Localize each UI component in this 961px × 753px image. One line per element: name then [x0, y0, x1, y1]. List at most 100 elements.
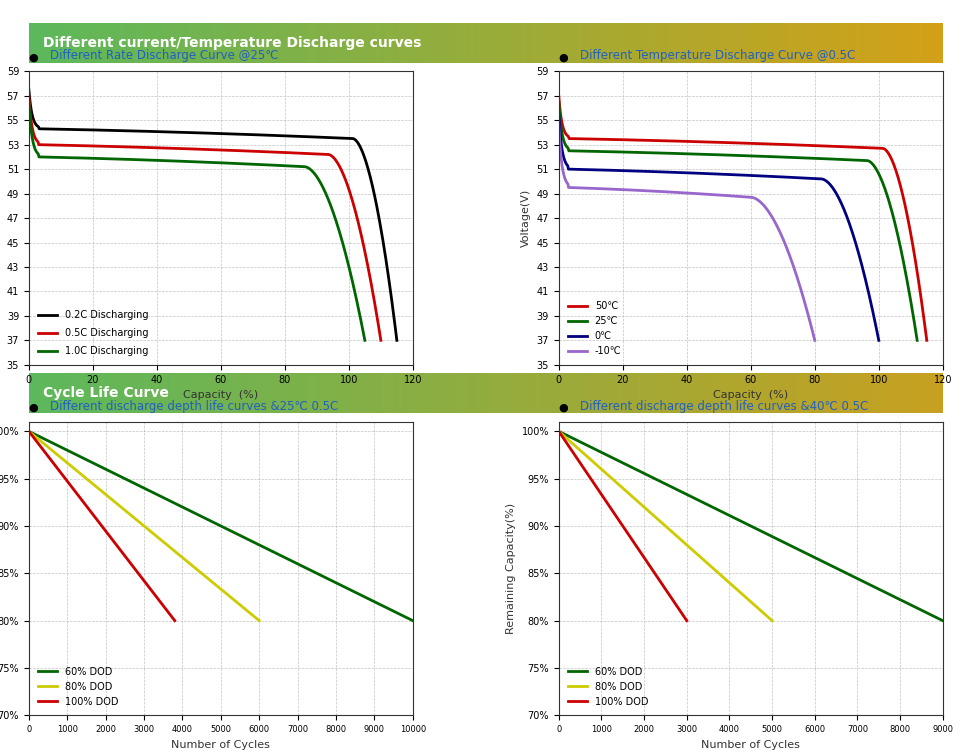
Bar	[686, 23, 693, 63]
Bar	[394, 23, 401, 63]
Bar	[316, 373, 323, 413]
Bar	[636, 23, 642, 63]
Bar	[704, 373, 711, 413]
Text: ●: ●	[29, 52, 42, 62]
Bar	[490, 373, 496, 413]
Bar	[796, 23, 802, 63]
Bar	[932, 373, 939, 413]
Bar	[773, 23, 779, 63]
Bar	[837, 23, 843, 63]
Bar	[125, 373, 131, 413]
Bar	[814, 373, 821, 413]
Bar	[339, 23, 346, 63]
Bar	[175, 373, 182, 413]
Legend: 0.2C Discharging, 0.5C Discharging, 1.0C Discharging: 0.2C Discharging, 0.5C Discharging, 1.0C…	[34, 306, 152, 360]
Bar	[125, 23, 131, 63]
Bar	[248, 373, 255, 413]
Bar	[480, 23, 487, 63]
Bar	[271, 23, 277, 63]
Bar	[449, 23, 456, 63]
Bar	[61, 373, 67, 413]
Bar	[248, 23, 255, 63]
Bar	[431, 373, 437, 413]
Bar	[631, 23, 638, 63]
Bar	[513, 373, 519, 413]
Bar	[129, 23, 136, 63]
Bar	[499, 23, 505, 63]
Bar	[34, 373, 39, 413]
Bar	[741, 23, 748, 63]
Bar	[457, 373, 464, 413]
Bar	[549, 373, 555, 413]
Bar	[276, 23, 282, 63]
Bar	[185, 373, 190, 413]
Bar	[261, 23, 268, 63]
Bar	[56, 373, 62, 413]
Bar	[384, 373, 391, 413]
Bar	[467, 23, 474, 63]
Bar	[850, 373, 857, 413]
Bar	[266, 23, 273, 63]
Bar	[859, 23, 866, 63]
Legend: 60% DOD, 80% DOD, 100% DOD: 60% DOD, 80% DOD, 100% DOD	[563, 663, 652, 711]
Bar	[253, 373, 259, 413]
Bar	[92, 23, 99, 63]
Bar	[357, 373, 364, 413]
Bar	[353, 373, 359, 413]
Bar	[773, 373, 779, 413]
Bar	[713, 23, 720, 63]
Bar	[499, 373, 505, 413]
Bar	[284, 373, 291, 413]
Bar	[367, 23, 373, 63]
Bar	[56, 23, 62, 63]
Bar	[654, 23, 660, 63]
Bar	[641, 23, 647, 63]
Bar	[367, 373, 373, 413]
Bar	[403, 23, 409, 63]
Bar	[777, 23, 784, 63]
Bar	[238, 23, 245, 63]
Bar	[650, 373, 656, 413]
Bar	[636, 373, 642, 413]
Bar	[65, 373, 72, 413]
Bar	[157, 373, 163, 413]
Bar	[344, 23, 350, 63]
Bar	[462, 23, 469, 63]
Bar	[389, 23, 396, 63]
Bar	[878, 23, 884, 63]
Bar	[700, 23, 706, 63]
Bar	[143, 373, 149, 413]
Bar	[258, 373, 263, 413]
Bar	[691, 373, 697, 413]
Bar	[627, 373, 633, 413]
Bar	[161, 373, 167, 413]
Bar	[161, 23, 167, 63]
Bar	[769, 23, 775, 63]
Bar	[75, 23, 81, 63]
Bar	[641, 373, 647, 413]
Bar	[444, 23, 451, 63]
Bar	[832, 23, 839, 63]
Bar	[65, 23, 72, 63]
Bar	[668, 373, 675, 413]
Bar	[681, 373, 688, 413]
Bar	[590, 23, 597, 63]
Bar	[527, 23, 532, 63]
Legend: 50℃, 25℃, 0℃, -10℃: 50℃, 25℃, 0℃, -10℃	[563, 297, 625, 360]
Bar	[759, 373, 766, 413]
Bar	[147, 23, 154, 63]
Bar	[658, 373, 665, 413]
Bar	[102, 23, 109, 63]
Bar	[202, 373, 209, 413]
Bar	[494, 23, 501, 63]
Bar	[102, 373, 109, 413]
Bar	[732, 373, 738, 413]
Bar	[545, 373, 551, 413]
Bar	[554, 23, 560, 63]
Bar	[362, 23, 368, 63]
Bar	[905, 23, 912, 63]
Bar	[741, 373, 748, 413]
Bar	[75, 373, 81, 413]
Bar	[504, 23, 510, 63]
Bar	[316, 23, 323, 63]
